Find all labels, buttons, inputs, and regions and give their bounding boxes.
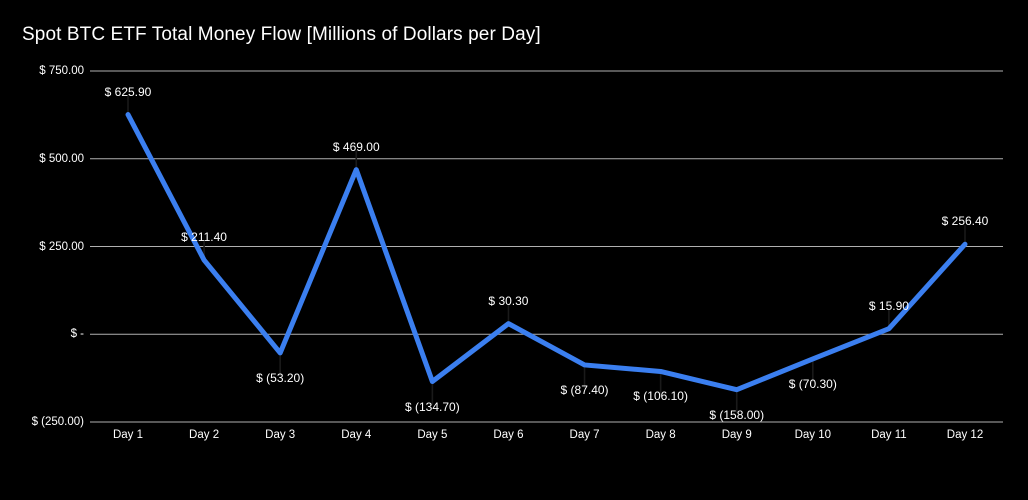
x-axis-tick-label: Day 2 — [189, 429, 220, 441]
x-axis-tick-label: Day 8 — [645, 429, 676, 441]
series-line-total-money-flow — [125, 112, 968, 393]
data-point-label: $ (87.40) — [560, 382, 609, 397]
x-axis-tick-label: Day 5 — [417, 429, 448, 441]
data-point-label: $ 256.40 — [941, 214, 989, 229]
x-axis-tick-label: Day 11 — [871, 429, 907, 441]
x-axis-tick-label: Day 4 — [341, 429, 372, 441]
x-axis-tick-label: Day 10 — [794, 429, 832, 441]
y-axis-tick-label: $ - — [70, 328, 84, 341]
data-point-label: $ (70.30) — [788, 376, 837, 391]
y-axis-tick-label: $ 250.00 — [39, 240, 84, 253]
y-axis-tick-label: $ (250.00) — [31, 416, 84, 428]
data-point-label: $ (106.10) — [633, 389, 688, 404]
y-axis-tick-label: $ 750.00 — [39, 65, 84, 77]
data-point-label: $ 469.00 — [332, 139, 380, 154]
label-leader-lines-group — [127, 95, 966, 413]
chart-title: Spot BTC ETF Total Money Flow [Millions … — [22, 24, 541, 45]
data-point-label: $ 15.90 — [868, 298, 909, 313]
x-axis-tick-label: Day 3 — [265, 429, 296, 441]
x-axis-tick-label: Day 7 — [569, 429, 600, 441]
data-point-label: $ (53.20) — [256, 370, 305, 385]
data-point-label: $ 625.90 — [104, 84, 152, 99]
data-point-label: $ 211.40 — [181, 230, 227, 245]
x-axis-tick-label: Day 6 — [493, 429, 524, 441]
data-point-label: $ 30.30 — [488, 293, 529, 308]
x-axis-tick-label: Day 1 — [112, 429, 144, 441]
y-axis-tick-label: $ 500.00 — [39, 152, 84, 165]
gridlines-group — [90, 70, 1003, 423]
x-axis-tick-label: Day 12 — [946, 429, 984, 441]
data-point-label: $ (134.70) — [405, 399, 460, 414]
x-axis-tick-label: Day 9 — [721, 429, 752, 441]
data-point-label: $ (158.00) — [709, 407, 765, 422]
